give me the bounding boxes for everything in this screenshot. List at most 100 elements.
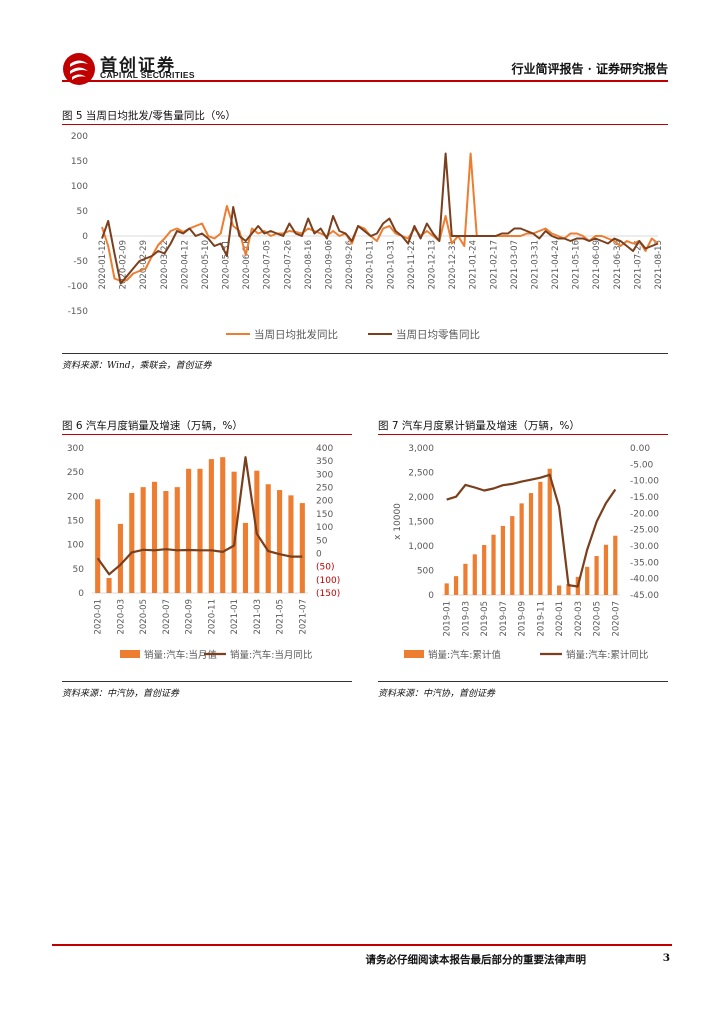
x-tick-label: 2020-08-16 [304,240,314,289]
right-tick-label: (100) [316,576,340,586]
x-tick-label: 2020-05 [139,599,149,635]
x-tick-label: 2020-11-22 [407,240,417,289]
right-tick-label: 250 [316,484,333,494]
left-tick-label: 1,000 [408,542,434,552]
x-tick-label: 2020-07 [162,599,172,635]
right-tick-label: -5.00 [630,460,654,470]
bar [547,468,552,595]
series-line [446,473,617,588]
right-tick-label: 200 [316,497,333,507]
right-tick-label: -10.00 [630,477,659,487]
x-tick-label: 2020-11 [207,599,217,635]
report-type: 行业简评报告 · 证券研究报告 [511,62,668,76]
right-tick-label: -15.00 [630,493,659,503]
fig5-title: 图 5 当周日均批发/零售量同比（%） [62,110,236,122]
left-tick-label: 150 [67,517,84,527]
x-tick-label: 2021-05-16 [572,240,582,289]
left-tick-label: 100 [67,541,84,551]
fig7-source: 资料来源：中汽协，首创证券 [378,689,496,699]
bar [208,459,214,593]
bar [585,566,590,595]
bar [186,468,192,593]
x-tick-label: 2020-03 [116,599,126,635]
bar [594,556,599,595]
fig7-title-rule [378,434,668,435]
legend-label: 销量:汽车:累计值 [428,649,501,661]
left-tick-label: 1,500 [408,518,434,528]
company-name-en: CAPITAL SECURITIES [100,70,195,80]
left-tick-label: 0 [428,591,434,601]
legend-label: 销量:汽车:当月同比 [230,649,312,661]
left-tick-label: 500 [417,567,434,577]
company-logo [63,53,95,85]
left-tick-label: 2,000 [408,493,434,503]
bar [197,468,203,593]
fig6-bottom-rule [62,681,352,682]
bar [299,503,305,593]
x-tick-label: 2019-07 [499,601,509,637]
x-tick-label: 2021-03-31 [530,240,540,289]
legend-label: 当周日均零售同比 [396,328,480,341]
legend-swatch-bar [120,650,140,658]
right-tick-label: -45.00 [630,591,659,601]
bar [566,583,571,595]
y-tick-label: -50 [73,257,88,267]
x-tick-label: 2020-01-12 [98,240,108,289]
bar [556,585,562,595]
left-tick-label: 0 [78,589,84,599]
x-tick-label: 2021-06-09 [592,240,602,289]
right-tick-label: 400 [316,444,333,454]
fig7-chart: 3,000 2,500 2,000 1,500 1,000 500 0 0.00 -5.00 -1… [393,444,659,661]
right-tick-label: -20.00 [630,509,659,519]
x-tick-label: 2020-06-21 [242,240,252,289]
fig5-source: 资料来源：Wind，乘联会，首创证券 [62,361,212,371]
x-tick-label: 2019-01 [443,601,453,637]
x-tick-label: 2020-07-26 [283,240,293,289]
x-tick-label: 2021-04-24 [551,240,561,289]
fig7-title: 图 7 汽车月度累计销量及增速（万辆，%） [378,420,580,432]
y-tick-label: 50 [77,207,89,217]
legend-swatch-bar [404,650,424,658]
footer-divider [52,944,672,946]
x-tick-label: 2020-07 [611,601,621,637]
bar [500,525,506,595]
fig6-title: 图 6 汽车月度销量及增速（万辆，%） [62,420,243,432]
right-tick-label: 0 [316,549,322,559]
fig7-bottom-rule [378,681,668,682]
legend-label: 当周日均批发同比 [254,328,338,341]
x-tick-label: 2020-12-13 [427,240,437,289]
fig6-chart: 300 250 200 150 100 50 0 400 350 300 250 200 150 100 5… [67,444,340,661]
y-tick-label: -100 [68,282,89,292]
company-name: 首创证券 [100,56,176,76]
series-line-retail [101,152,659,285]
x-tick-label: 2020-10-31 [386,240,396,289]
bar [444,583,449,595]
bar [174,487,180,593]
x-tick-label: 2020-10-11 [366,240,376,289]
fig6-title-rule [62,434,352,435]
right-tick-label: -40.00 [630,575,659,585]
right-tick-label: -30.00 [630,542,659,552]
bar [242,522,249,593]
x-tick-label: 2019-11 [536,601,546,637]
left-tick-label: 200 [67,492,84,502]
right-tick-label: 300 [316,470,333,480]
x-tick-label: 2019-05 [480,601,490,637]
bar [106,578,112,593]
right-tick-label: -35.00 [630,558,659,568]
y-tick-label: 100 [71,182,88,192]
bar [288,495,294,593]
x-tick-label: 2020-09-06 [325,240,335,289]
bar [528,493,534,595]
x-tick-label: 2020-05-10 [201,240,211,289]
bar [95,499,101,593]
bar [491,534,496,595]
left-tick-label: 2,500 [408,469,434,479]
x-tick-label: 2020-03-22 [160,240,170,289]
bar [538,481,543,595]
left-tick-label: 50 [73,565,85,575]
series-line-wholesale [101,152,659,282]
x-tick-label: 2021-02-17 [489,240,499,289]
bar [277,490,283,593]
x-tick-label: 2020-12-31 [448,240,458,289]
